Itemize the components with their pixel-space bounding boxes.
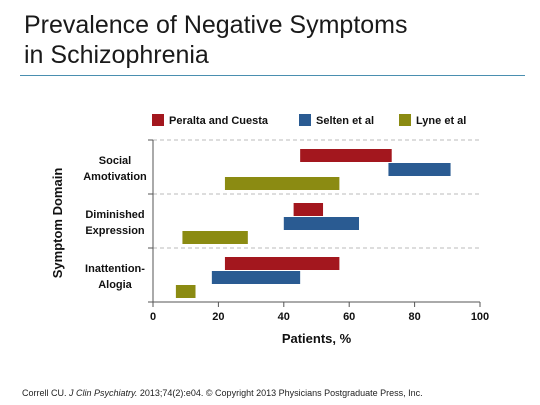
category-label: Diminished xyxy=(85,209,144,221)
legend-swatch-3 xyxy=(399,114,411,126)
bar-1-cat-3 xyxy=(224,257,340,270)
title-divider xyxy=(20,75,525,76)
legend-swatch-2 xyxy=(299,114,311,126)
legend-label-2: Selten et al xyxy=(316,115,374,127)
bar-1-cat-1 xyxy=(300,149,392,162)
citation-author: Correll CU. xyxy=(22,388,70,398)
x-tick-label: 100 xyxy=(471,311,489,323)
x-tick-label: 0 xyxy=(150,311,156,323)
category-label: Amotivation xyxy=(83,171,147,183)
slide-title-line-2: in Schizophrenia xyxy=(24,41,209,69)
slide-title-line-1: Prevalence of Negative Symptoms xyxy=(24,11,408,39)
x-axis-label: Patients, % xyxy=(282,331,352,346)
bar-3-cat-2 xyxy=(182,231,248,244)
x-tick-label: 20 xyxy=(212,311,224,323)
citation-footer: Correll CU. J Clin Psychiatry. 2013;74(2… xyxy=(22,388,423,398)
citation-details: 2013;74(2):e04. © Copyright 2013 Physici… xyxy=(137,388,423,398)
range-bar-chart: Peralta and Cuesta Selten et al Lyne et al… xyxy=(50,114,489,346)
bar-3-cat-1 xyxy=(224,177,340,190)
category-label: Expression xyxy=(85,225,145,237)
x-tick-label: 80 xyxy=(408,311,420,323)
citation-journal: J Clin Psychiatry. xyxy=(69,388,138,398)
y-axis-label: Symptom Domain xyxy=(50,168,65,279)
x-tick-label: 60 xyxy=(343,311,355,323)
legend-swatch-1 xyxy=(152,114,164,126)
bar-3-cat-3 xyxy=(175,285,196,298)
legend-label-3: Lyne et al xyxy=(416,115,466,127)
bar-1-cat-2 xyxy=(293,203,324,216)
category-label: Alogia xyxy=(98,279,132,291)
bar-2-cat-2 xyxy=(283,217,360,230)
legend-label-1: Peralta and Cuesta xyxy=(169,115,269,127)
x-tick-label: 40 xyxy=(278,311,290,323)
slide-title: Prevalence of Negative Symptoms in Schiz… xyxy=(24,10,504,70)
category-label: Social xyxy=(99,155,131,167)
category-label: Inattention- xyxy=(85,263,145,275)
bar-2-cat-3 xyxy=(211,271,301,284)
bar-2-cat-1 xyxy=(388,163,451,176)
